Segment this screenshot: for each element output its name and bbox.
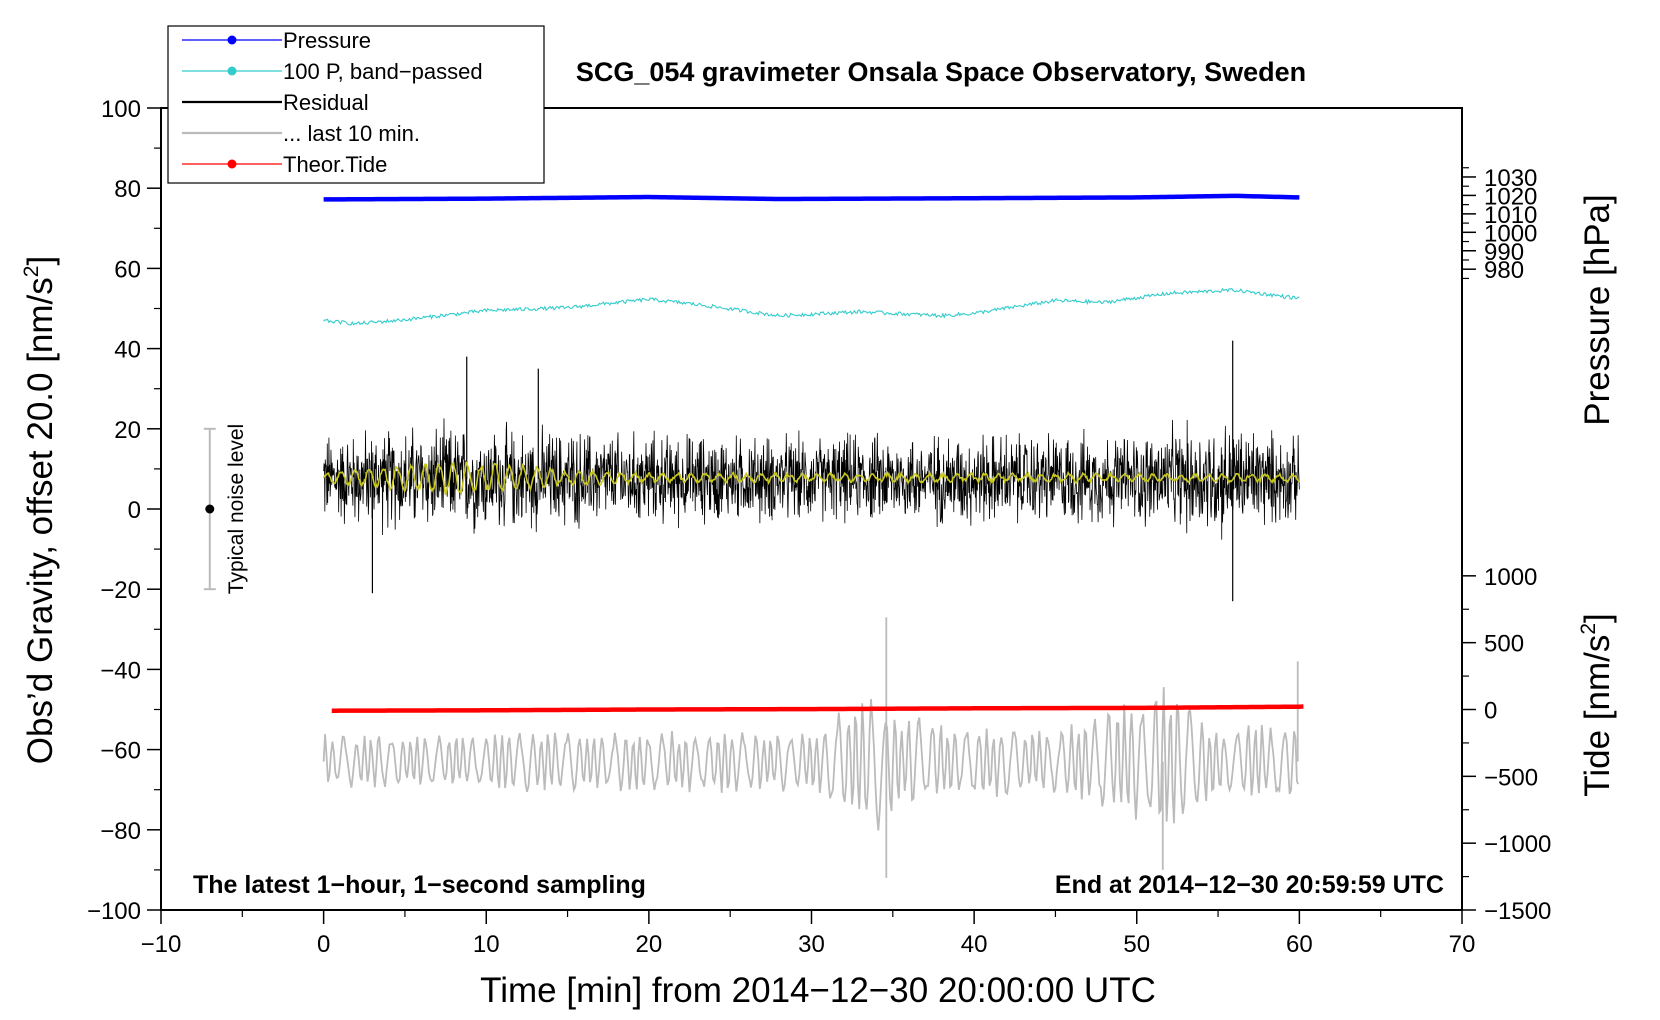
x-tick-label: 40 xyxy=(961,931,988,958)
x-tick-label: 10 xyxy=(473,931,500,958)
y-axis-label-close: ] xyxy=(21,256,60,266)
tide-axis: 1000 500 0 −500 −1000 −1500 xyxy=(1462,564,1551,925)
tide-tick-label: −1500 xyxy=(1484,898,1551,925)
tide-axis-label-sup: 2 xyxy=(1577,623,1600,635)
pressure-tick-label: 1000 xyxy=(1484,220,1537,247)
y-axis-label: Obs’d Gravity, offset 20.0 [nm/s2] xyxy=(20,256,60,764)
x-tick-label: 60 xyxy=(1286,931,1313,958)
y-axis: 100 80 60 40 20 0 −20 −40 −60 −80 −100 xyxy=(87,96,161,925)
chart-title: SCG_054 gravimeter Onsala Space Observat… xyxy=(576,57,1306,87)
x-tick-label: −10 xyxy=(141,931,182,958)
theoretical-tide-series xyxy=(331,704,1304,713)
legend: Pressure 100 P, band−passed Residual ... la… xyxy=(167,25,545,184)
residual-series xyxy=(323,418,1300,540)
end-time-note: End at 2014−12−30 20:59:59 UTC xyxy=(1055,871,1444,899)
residual-filtered-series xyxy=(322,461,1300,497)
pressure-axis-label: Pressure [hPa] xyxy=(1578,194,1617,426)
last-10-min-series xyxy=(322,687,1300,831)
x-tick-label: 20 xyxy=(636,931,663,958)
y-tick-label: −40 xyxy=(100,657,141,684)
x-tick-label: 50 xyxy=(1123,931,1150,958)
legend-label: Theor.Tide xyxy=(283,152,387,177)
y-tick-label: 100 xyxy=(101,96,141,123)
y-tick-label: 60 xyxy=(114,256,141,283)
y-tick-label: −100 xyxy=(87,898,141,925)
legend-marker xyxy=(227,35,237,45)
tide-axis-label-main: Tide [nm/s xyxy=(1578,635,1617,797)
tide-axis-label-close: ] xyxy=(1578,613,1617,623)
legend-label: Pressure xyxy=(283,28,371,53)
x-axis: −10 0 10 20 30 40 50 60 70 xyxy=(141,910,1476,958)
y-tick-label: −80 xyxy=(100,818,141,845)
tide-axis-label: Tide [nm/s2] xyxy=(1577,613,1617,797)
pressure-tick-label: 990 xyxy=(1484,239,1524,266)
tide-tick-label: 1000 xyxy=(1484,564,1537,591)
sampling-note: The latest 1−hour, 1−second sampling xyxy=(193,871,646,899)
y-tick-label: 80 xyxy=(114,176,141,203)
y-axis-label-sup: 2 xyxy=(20,266,43,278)
y-tick-label: −60 xyxy=(100,738,141,765)
pressure-series xyxy=(323,193,1300,202)
pressure-tick-label: 1030 xyxy=(1484,165,1537,192)
tide-tick-label: 0 xyxy=(1484,698,1497,725)
legend-label: ... last 10 min. xyxy=(283,121,420,146)
x-tick-label: 0 xyxy=(317,931,330,958)
y-axis-label-main: Obs’d Gravity, offset 20.0 [nm/s xyxy=(21,277,60,764)
legend-marker xyxy=(227,159,237,169)
noise-level-bar: Typical noise level xyxy=(203,424,248,594)
tide-tick-label: −1000 xyxy=(1484,831,1551,858)
pressure-tick-label: 1020 xyxy=(1484,183,1537,210)
tide-tick-label: 500 xyxy=(1484,631,1524,658)
band-passed-pressure-series xyxy=(323,287,1300,326)
x-tick-label: 30 xyxy=(798,931,825,958)
noise-bar-dot xyxy=(205,504,215,514)
pressure-tick-label: 980 xyxy=(1484,257,1524,284)
y-tick-label: 20 xyxy=(114,417,141,444)
series-layer xyxy=(322,193,1304,878)
y-tick-label: −20 xyxy=(100,577,141,604)
x-axis-label: Time [min] from 2014−12−30 20:00:00 UTC xyxy=(480,971,1156,1010)
pressure-tick-label: 1010 xyxy=(1484,202,1537,229)
y-tick-label: 0 xyxy=(128,497,141,524)
y-tick-label: 40 xyxy=(114,337,141,364)
legend-label: Residual xyxy=(283,90,369,115)
noise-level-label: Typical noise level xyxy=(225,424,248,594)
legend-marker xyxy=(227,66,237,76)
legend-box xyxy=(167,25,545,184)
legend-label: 100 P, band−passed xyxy=(283,59,483,84)
plot-frame xyxy=(160,107,1463,911)
tide-tick-label: −500 xyxy=(1484,764,1538,791)
x-tick-label: 70 xyxy=(1449,931,1476,958)
